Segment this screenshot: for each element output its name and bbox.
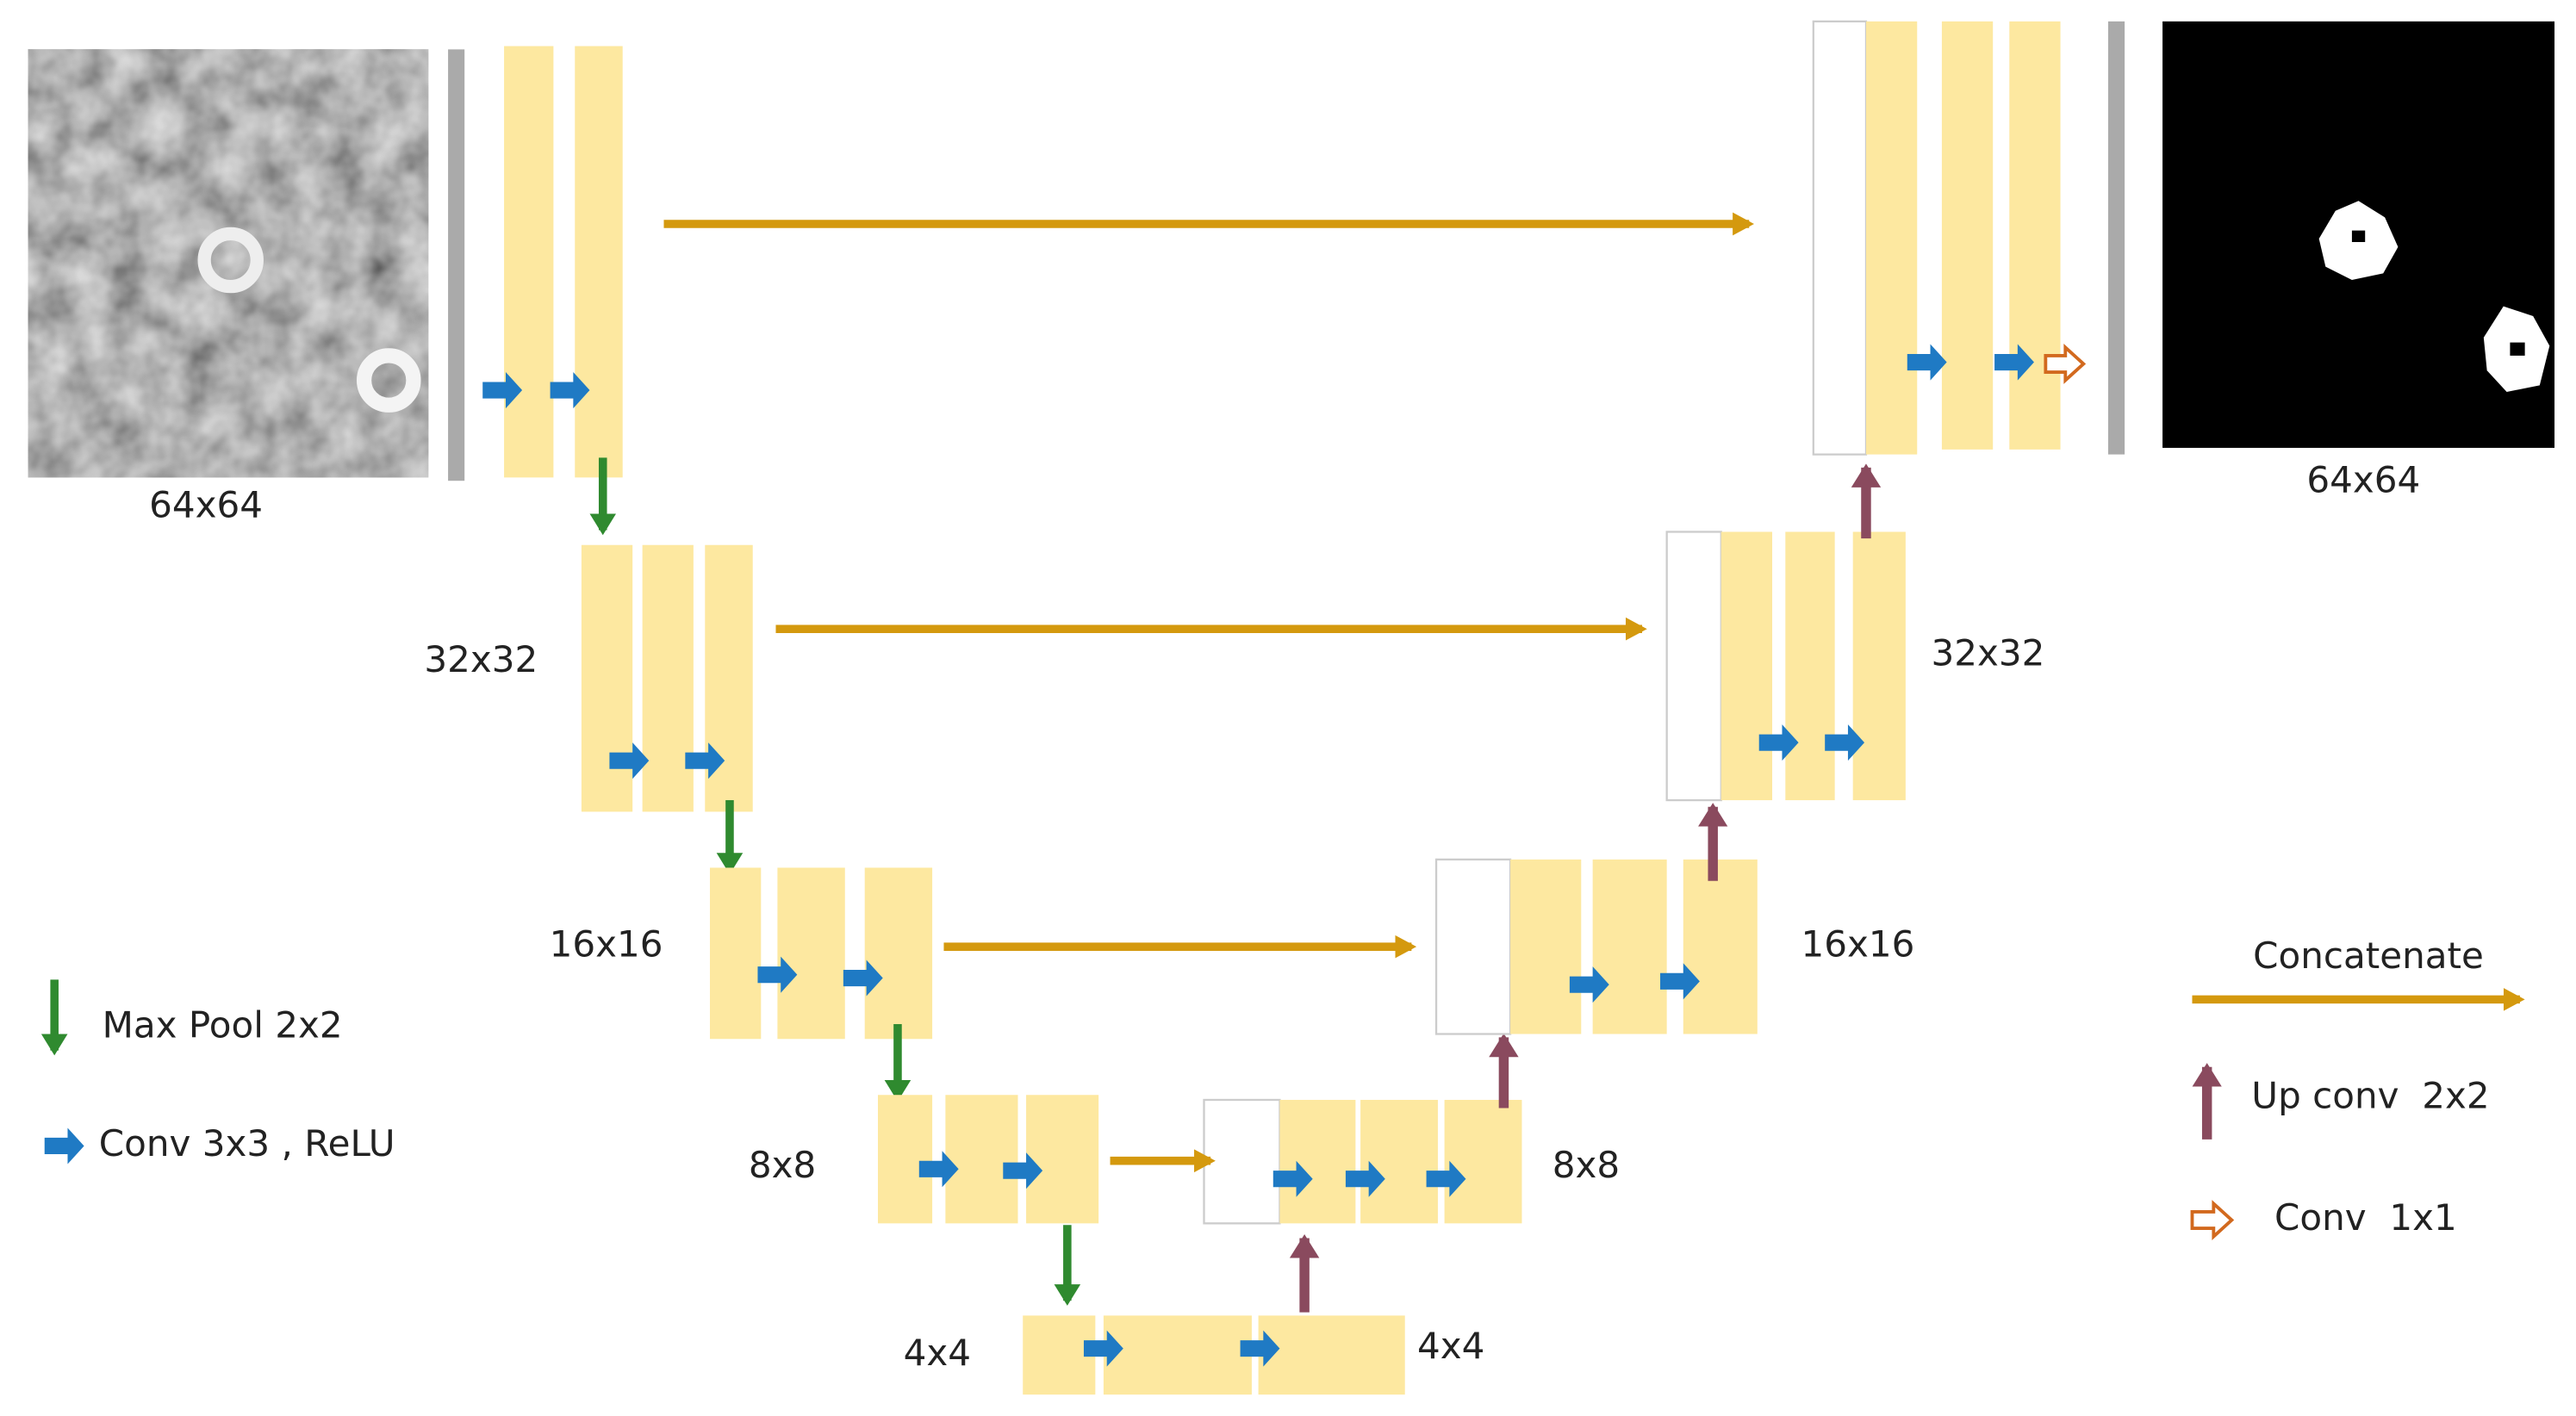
encoder-level-2 (581, 544, 753, 812)
size-label: 16x16 (550, 923, 663, 966)
legend-label: Concatenate (2253, 935, 2484, 977)
legend-label: Conv 3x3 , ReLU (99, 1122, 395, 1164)
encoder-level-4 (878, 1095, 1099, 1224)
decoder-level-1 (1812, 20, 2087, 456)
size-label: 16x16 (1801, 923, 1914, 966)
legend-label: Max Pool 2x2 (103, 1003, 343, 1046)
encoder-level-3 (710, 867, 933, 1040)
encoder-level-1 (482, 46, 623, 478)
size-label: 64x64 (149, 483, 263, 525)
decoder-level-4 (1203, 1098, 1522, 1225)
legend-conv1-icon (2190, 1200, 2235, 1240)
bottleneck (1023, 1315, 1405, 1395)
decoder-level-3 (1434, 858, 1758, 1035)
size-label: 4x4 (904, 1332, 971, 1374)
input-bar (448, 49, 465, 481)
decoder-level-2 (1665, 531, 1906, 802)
output-image (2162, 21, 2555, 448)
output-bar (2107, 21, 2125, 455)
legend: Max Pool 2x2 Conv 3x3 , ReLU Concatenate… (40, 935, 2525, 1240)
legend-label: Conv 1x1 (2274, 1196, 2457, 1239)
legend-conv-icon (44, 1127, 84, 1164)
input-image (28, 49, 429, 478)
size-label: 8x8 (1552, 1144, 1620, 1186)
size-label: 32x32 (424, 638, 538, 680)
size-label: 8x8 (749, 1144, 816, 1186)
size-label: 4x4 (1417, 1325, 1484, 1367)
legend-label: Up conv 2x2 (2251, 1075, 2489, 1117)
size-label: 32x32 (1931, 631, 2044, 674)
size-label: 64x64 (2306, 459, 2420, 501)
